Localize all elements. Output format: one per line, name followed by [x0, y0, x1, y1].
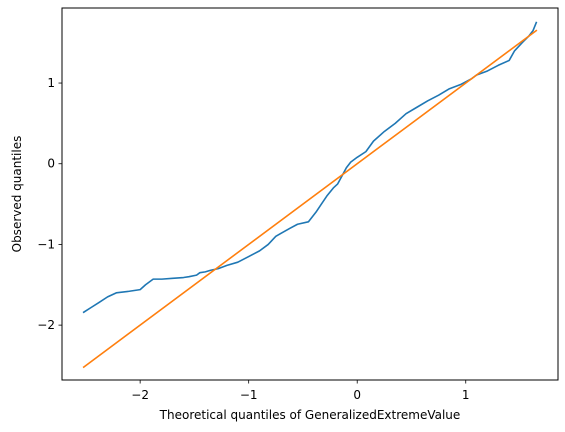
plot-frame — [61, 7, 559, 381]
y-tick-label: 1 — [47, 76, 55, 90]
y-axis-ticks: −2 −1 0 1 — [37, 76, 62, 332]
y-tick-label: 0 — [47, 157, 55, 171]
x-tick-label: 0 — [353, 388, 361, 402]
y-axis-label: Observed quantiles — [10, 136, 24, 253]
plot-content — [82, 21, 538, 369]
x-tick-label: −2 — [131, 388, 149, 402]
y-tick-label: −1 — [37, 237, 55, 251]
x-axis-label: Theoretical quantiles of GeneralizedExtr… — [159, 408, 461, 422]
x-tick-label: −1 — [240, 388, 258, 402]
x-tick-label: 1 — [462, 388, 470, 402]
reference-line — [82, 29, 538, 369]
x-axis-ticks: −2 −1 0 1 — [131, 380, 470, 402]
y-tick-label: −2 — [37, 318, 55, 332]
